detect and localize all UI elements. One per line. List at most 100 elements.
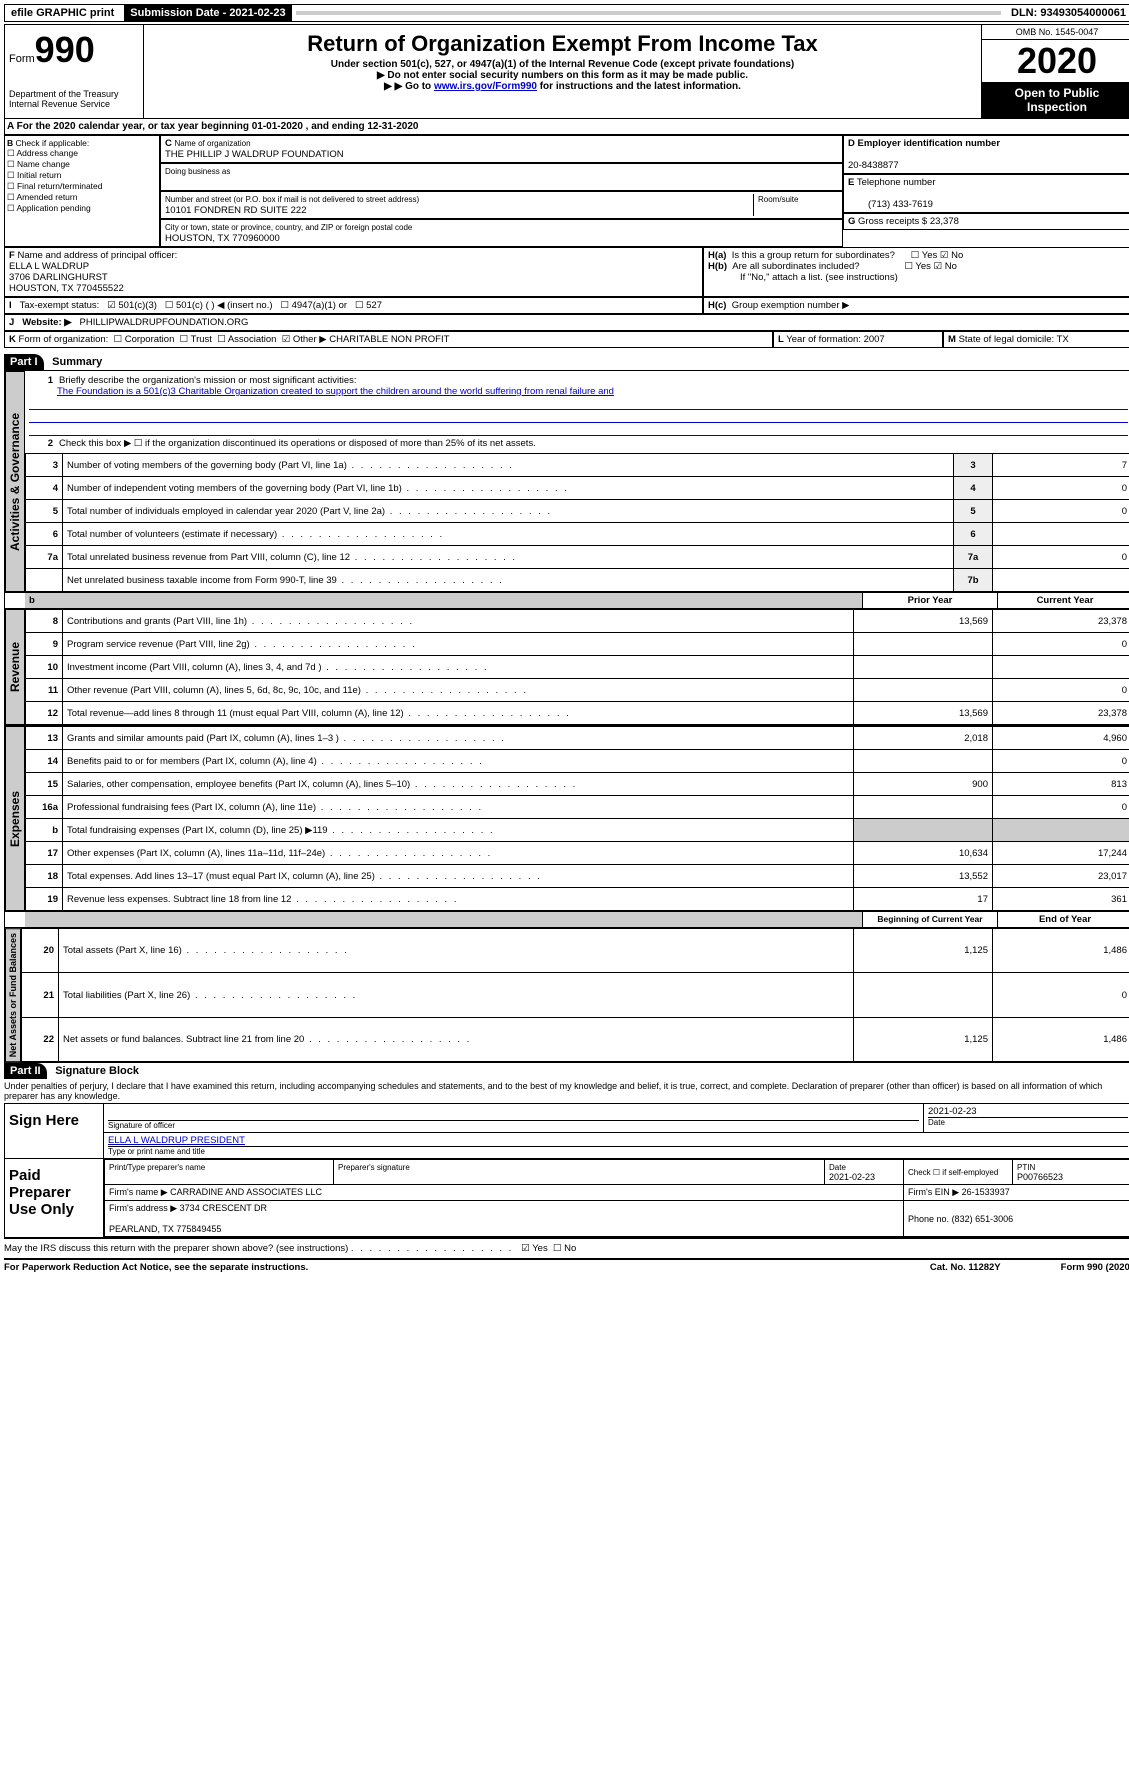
org-city: HOUSTON, TX 770960000 — [165, 233, 280, 244]
part2: Part II Signature Block — [4, 1063, 1129, 1079]
chk-app-pending[interactable]: Application pending — [7, 203, 91, 213]
table-row: 12Total revenue—add lines 8 through 11 (… — [26, 702, 1129, 725]
table-row: 18Total expenses. Add lines 13–17 (must … — [26, 865, 1129, 888]
org-name: THE PHILLIP J WALDRUP FOUNDATION — [165, 149, 344, 160]
table-row: 4Number of independent voting members of… — [26, 477, 1129, 500]
header-title-area: Return of Organization Exempt From Incom… — [144, 24, 981, 119]
omb-number: OMB No. 1545-0047 — [982, 25, 1129, 40]
section-A: A For the 2020 calendar year, or tax yea… — [4, 119, 1129, 135]
table-row: 20Total assets (Part X, line 16)1,1251,4… — [22, 929, 1129, 973]
section-KLM: K Form of organization: Corporation Trus… — [4, 331, 1129, 348]
table-row: 6Total number of volunteers (estimate if… — [26, 523, 1129, 546]
chk-initial-return[interactable]: Initial return — [7, 170, 61, 180]
vtab-expenses: Expenses — [5, 726, 25, 911]
table-row: 8Contributions and grants (Part VIII, li… — [26, 610, 1129, 633]
gov-table: 3Number of voting members of the governi… — [25, 453, 1129, 592]
footer: For Paperwork Reduction Act Notice, see … — [4, 1260, 1129, 1273]
table-row: 17Other expenses (Part IX, column (A), l… — [26, 842, 1129, 865]
part1-body: Activities & Governance 1Briefly describ… — [4, 370, 1129, 593]
part1: Part I Summary — [4, 354, 1129, 370]
revenue-block: Revenue 8Contributions and grants (Part … — [4, 609, 1129, 726]
table-row: 3Number of voting members of the governi… — [26, 454, 1129, 477]
header-info-block: B Check if applicable: Address change Na… — [4, 135, 1129, 247]
year-formation: 2007 — [864, 334, 885, 345]
form-word: Form — [9, 53, 35, 65]
table-row: 5Total number of individuals employed in… — [26, 500, 1129, 523]
chk-address-change[interactable]: Address change — [7, 148, 78, 158]
table-row: 21Total liabilities (Part X, line 26)0 — [22, 973, 1129, 1017]
table-row: 19Revenue less expenses. Subtract line 1… — [26, 888, 1129, 911]
top-bar: efile GRAPHIC print Submission Date - 20… — [4, 4, 1129, 22]
department: Department of the Treasury Internal Reve… — [9, 89, 139, 109]
submission-date: Submission Date - 2021-02-23 — [124, 5, 291, 21]
form-number: 990 — [35, 29, 95, 70]
firm-phone: (832) 651-3006 — [952, 1214, 1014, 1224]
officer-addr: 3706 DARLINGHURST HOUSTON, TX 770455522 — [9, 272, 124, 294]
signature-block: Sign Here Signature of officer 2021-02-2… — [4, 1103, 1129, 1239]
gross-receipts: 23,378 — [930, 216, 959, 227]
form990-link[interactable]: www.irs.gov/Form990 — [434, 81, 537, 92]
dln: DLN: 93493054000061 — [1005, 5, 1129, 21]
paid-preparer-label: Paid Preparer Use Only — [5, 1159, 103, 1237]
discuss-yes[interactable]: Yes — [521, 1243, 547, 1254]
mission-text[interactable]: The Foundation is a 501(c)3 Charitable O… — [57, 386, 614, 397]
spacer — [296, 11, 1001, 15]
chk-final-return[interactable]: Final return/terminated — [7, 181, 103, 191]
vtab-net: Net Assets or Fund Balances — [5, 928, 21, 1062]
part1-header: Part I — [4, 354, 44, 370]
vtab-governance: Activities & Governance — [5, 371, 25, 592]
form-header: Form990 Department of the Treasury Inter… — [4, 24, 1129, 119]
section-DEG: D Employer identification number 20-8438… — [843, 135, 1129, 247]
firm-name: CARRADINE AND ASSOCIATES LLC — [170, 1187, 322, 1197]
discuss-no[interactable]: No — [553, 1243, 576, 1254]
section-I: I Tax-exempt status: 501(c)(3) 501(c) ( … — [4, 297, 1129, 314]
form-title: Return of Organization Exempt From Incom… — [148, 31, 977, 57]
ptin: P00766523 — [1017, 1172, 1063, 1182]
table-row: Net unrelated business taxable income fr… — [26, 569, 1129, 592]
org-address: 10101 FONDREN RD SUITE 222 — [165, 205, 307, 216]
table-row: bTotal fundraising expenses (Part IX, co… — [26, 819, 1129, 842]
open-public: Open to Public Inspection — [982, 82, 1129, 118]
section-C: C Name of organization THE PHILLIP J WAL… — [160, 135, 843, 247]
ein: 20-8438877 — [848, 160, 899, 171]
website: PHILLIPWALDRUPFOUNDATION.ORG — [80, 317, 249, 328]
header-right: OMB No. 1545-0047 2020 Open to Public In… — [981, 24, 1129, 119]
chk-501c3[interactable]: 501(c)(3) — [107, 300, 157, 311]
table-row: 22Net assets or fund balances. Subtract … — [22, 1017, 1129, 1061]
vtab-revenue: Revenue — [5, 609, 25, 725]
form-subtitle: Under section 501(c), 527, or 4947(a)(1)… — [148, 59, 977, 70]
firm-ein: 26-1533937 — [962, 1187, 1010, 1197]
section-J: J Website: ▶ PHILLIPWALDRUPFOUNDATION.OR… — [4, 314, 1129, 331]
table-row: 9Program service revenue (Part VIII, lin… — [26, 633, 1129, 656]
table-row: 11Other revenue (Part VIII, column (A), … — [26, 679, 1129, 702]
net-header-row: . Beginning of Current Year End of Year — [4, 912, 1129, 928]
part1-title: Summary — [46, 356, 102, 368]
form-note1: Do not enter social security numbers on … — [148, 70, 977, 81]
table-row: 15Salaries, other compensation, employee… — [26, 773, 1129, 796]
discuss-row: May the IRS discuss this return with the… — [4, 1239, 1129, 1260]
chk-name-change[interactable]: Name change — [7, 159, 70, 169]
officer-sig-name[interactable]: ELLA L WALDRUP PRESIDENT — [108, 1135, 245, 1146]
officer-name: ELLA L WALDRUP — [9, 261, 89, 272]
table-row: 7aTotal unrelated business revenue from … — [26, 546, 1129, 569]
jurat: Under penalties of perjury, I declare th… — [4, 1079, 1129, 1103]
expenses-block: Expenses 13Grants and similar amounts pa… — [4, 726, 1129, 912]
section-FH: F Name and address of principal officer:… — [4, 247, 1129, 297]
org-type: CHARITABLE NON PROFIT — [329, 334, 449, 345]
part2-header: Part II — [4, 1063, 47, 1079]
efile-label[interactable]: efile GRAPHIC print — [5, 5, 120, 21]
state-domicile: TX — [1057, 334, 1069, 345]
part2-title: Signature Block — [49, 1065, 139, 1077]
tax-year: 2020 — [982, 40, 1129, 82]
sign-here-label: Sign Here — [5, 1104, 103, 1158]
form-note2: ▶ Go to www.irs.gov/Form990 for instruct… — [148, 81, 977, 92]
table-row: 16aProfessional fundraising fees (Part I… — [26, 796, 1129, 819]
table-row: 10Investment income (Part VIII, column (… — [26, 656, 1129, 679]
telephone: (713) 433-7619 — [848, 199, 933, 210]
form-id-cell: Form990 Department of the Treasury Inter… — [4, 24, 144, 119]
section-B: B Check if applicable: Address change Na… — [4, 135, 160, 247]
rev-header-row: . b Prior Year Current Year — [4, 593, 1129, 609]
table-row: 13Grants and similar amounts paid (Part … — [26, 727, 1129, 750]
net-block: Net Assets or Fund Balances 20Total asse… — [4, 928, 1129, 1063]
chk-amended[interactable]: Amended return — [7, 192, 77, 202]
